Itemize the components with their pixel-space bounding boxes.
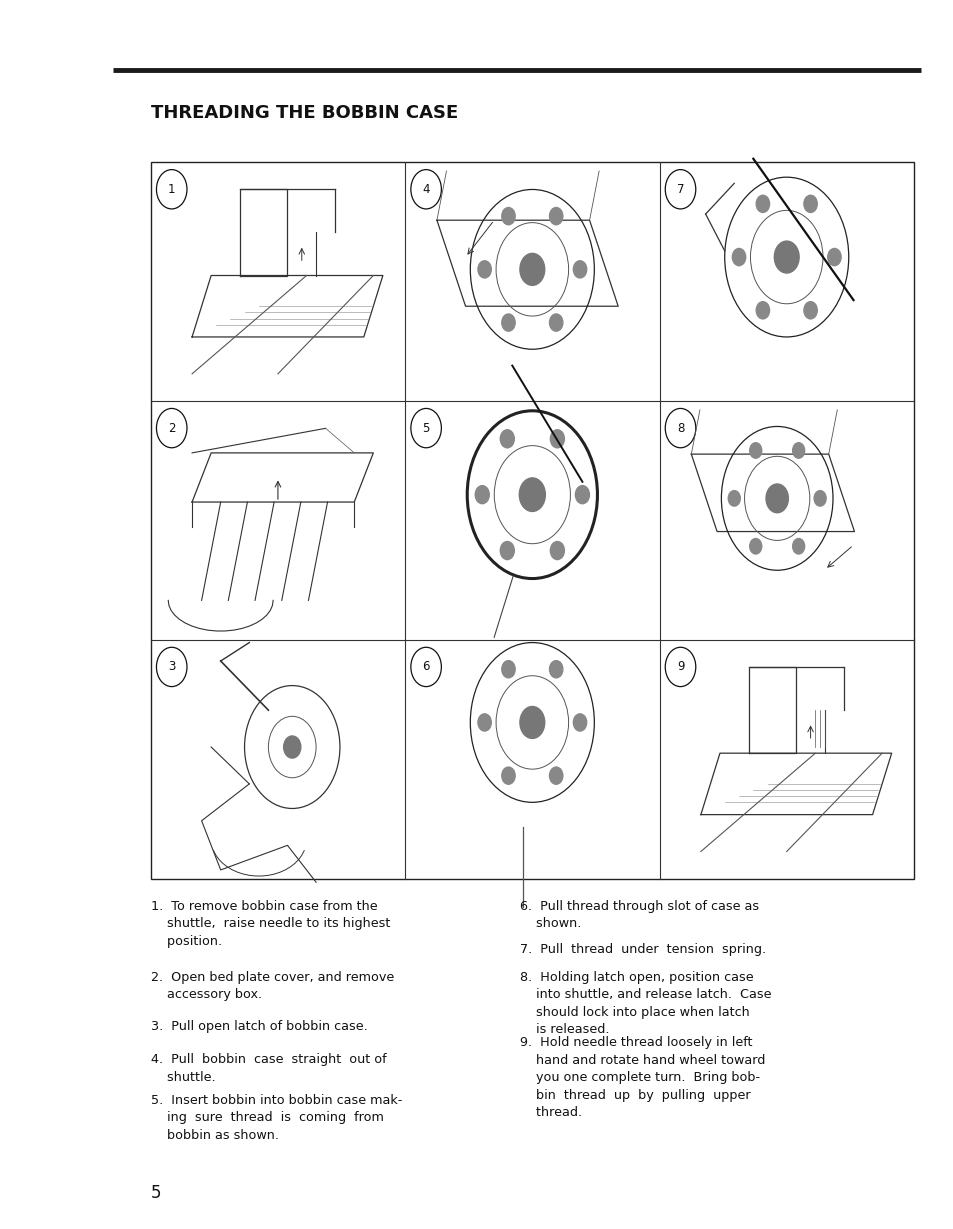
Circle shape xyxy=(501,313,515,331)
Text: 9: 9 xyxy=(676,660,683,673)
Circle shape xyxy=(549,313,562,331)
Circle shape xyxy=(549,208,562,225)
Circle shape xyxy=(518,478,545,511)
Circle shape xyxy=(573,261,586,278)
Circle shape xyxy=(550,542,564,559)
Circle shape xyxy=(732,248,745,265)
Text: 3: 3 xyxy=(168,660,175,673)
Circle shape xyxy=(727,490,740,506)
Circle shape xyxy=(501,767,515,784)
Circle shape xyxy=(477,261,491,278)
Circle shape xyxy=(549,767,562,784)
Circle shape xyxy=(749,442,760,458)
Text: 7: 7 xyxy=(676,183,683,195)
Circle shape xyxy=(550,430,564,447)
Text: 1.  To remove bobbin case from the
    shuttle,  raise needle to its highest
   : 1. To remove bobbin case from the shuttl… xyxy=(151,900,390,948)
Text: 7.  Pull  thread  under  tension  spring.: 7. Pull thread under tension spring. xyxy=(519,943,765,956)
Circle shape xyxy=(499,430,514,447)
Text: 9.  Hold needle thread loosely in left
    hand and rotate hand wheel toward
   : 9. Hold needle thread loosely in left ha… xyxy=(519,1036,764,1120)
Circle shape xyxy=(803,195,817,213)
Circle shape xyxy=(519,707,544,739)
Text: 6.  Pull thread through slot of case as
    shown.: 6. Pull thread through slot of case as s… xyxy=(519,900,759,930)
Text: 2: 2 xyxy=(168,422,175,435)
Text: 8.  Holding latch open, position case
    into shuttle, and release latch.  Case: 8. Holding latch open, position case int… xyxy=(519,971,771,1036)
Circle shape xyxy=(519,253,544,285)
Circle shape xyxy=(827,248,841,265)
Circle shape xyxy=(501,661,515,678)
Circle shape xyxy=(756,301,769,318)
Text: 3.  Pull open latch of bobbin case.: 3. Pull open latch of bobbin case. xyxy=(151,1020,367,1034)
Circle shape xyxy=(792,442,803,458)
Circle shape xyxy=(749,538,760,554)
Text: 2.  Open bed plate cover, and remove
    accessory box.: 2. Open bed plate cover, and remove acce… xyxy=(151,971,394,1002)
Circle shape xyxy=(573,714,586,731)
Circle shape xyxy=(477,714,491,731)
Text: THREADING THE BOBBIN CASE: THREADING THE BOBBIN CASE xyxy=(151,104,457,123)
Circle shape xyxy=(803,301,817,318)
Circle shape xyxy=(792,538,803,554)
Text: 5: 5 xyxy=(151,1184,161,1202)
Circle shape xyxy=(549,661,562,678)
Text: 4.  Pull  bobbin  case  straight  out of
    shuttle.: 4. Pull bobbin case straight out of shut… xyxy=(151,1053,386,1084)
Text: 5.  Insert bobbin into bobbin case mak-
    ing  sure  thread  is  coming  from
: 5. Insert bobbin into bobbin case mak- i… xyxy=(151,1094,401,1142)
Circle shape xyxy=(774,241,799,273)
Circle shape xyxy=(813,490,825,506)
Text: 5: 5 xyxy=(422,422,430,435)
Bar xyxy=(151,162,913,879)
Circle shape xyxy=(283,736,300,758)
Circle shape xyxy=(765,484,787,512)
Text: 6: 6 xyxy=(422,660,430,673)
Text: 8: 8 xyxy=(676,422,683,435)
Circle shape xyxy=(575,485,589,504)
Circle shape xyxy=(499,542,514,559)
Text: 4: 4 xyxy=(422,183,430,195)
Circle shape xyxy=(475,485,489,504)
Text: 1: 1 xyxy=(168,183,175,195)
Circle shape xyxy=(501,208,515,225)
Circle shape xyxy=(756,195,769,213)
